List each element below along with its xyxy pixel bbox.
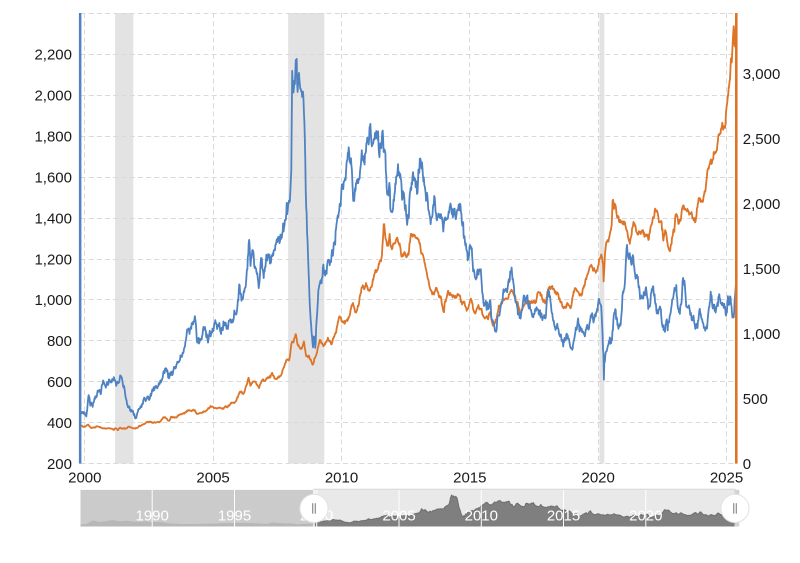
svg-text:2020: 2020: [629, 508, 662, 525]
svg-text:2005: 2005: [382, 508, 415, 525]
svg-text:1,000: 1,000: [743, 326, 781, 343]
svg-text:400: 400: [47, 415, 72, 432]
svg-text:200: 200: [47, 456, 72, 473]
svg-text:2010: 2010: [465, 508, 498, 525]
svg-text:800: 800: [47, 333, 72, 350]
svg-text:2,500: 2,500: [743, 131, 781, 148]
svg-text:1,400: 1,400: [34, 210, 72, 227]
svg-text:2020: 2020: [582, 470, 615, 487]
svg-text:2,200: 2,200: [34, 47, 72, 64]
svg-text:1,800: 1,800: [34, 129, 72, 146]
svg-text:1,500: 1,500: [743, 261, 781, 278]
svg-text:2015: 2015: [547, 508, 580, 525]
svg-text:2010: 2010: [325, 470, 358, 487]
svg-text:1,600: 1,600: [34, 169, 72, 186]
svg-text:2025: 2025: [710, 470, 743, 487]
svg-text:0: 0: [743, 456, 751, 473]
svg-text:2000: 2000: [68, 470, 101, 487]
svg-text:2,000: 2,000: [743, 196, 781, 213]
svg-text:1995: 1995: [218, 508, 251, 525]
svg-text:2005: 2005: [196, 470, 229, 487]
svg-text:600: 600: [47, 374, 72, 391]
svg-text:3,000: 3,000: [743, 66, 781, 83]
svg-text:500: 500: [743, 391, 768, 408]
svg-text:1990: 1990: [136, 508, 169, 525]
svg-text:1,200: 1,200: [34, 251, 72, 268]
svg-text:2015: 2015: [453, 470, 486, 487]
svg-text:2,000: 2,000: [34, 88, 72, 105]
svg-text:1,000: 1,000: [34, 292, 72, 309]
